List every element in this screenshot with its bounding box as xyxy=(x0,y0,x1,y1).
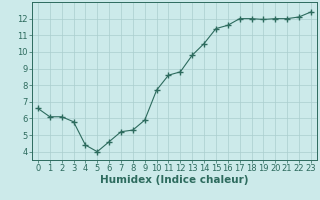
X-axis label: Humidex (Indice chaleur): Humidex (Indice chaleur) xyxy=(100,175,249,185)
